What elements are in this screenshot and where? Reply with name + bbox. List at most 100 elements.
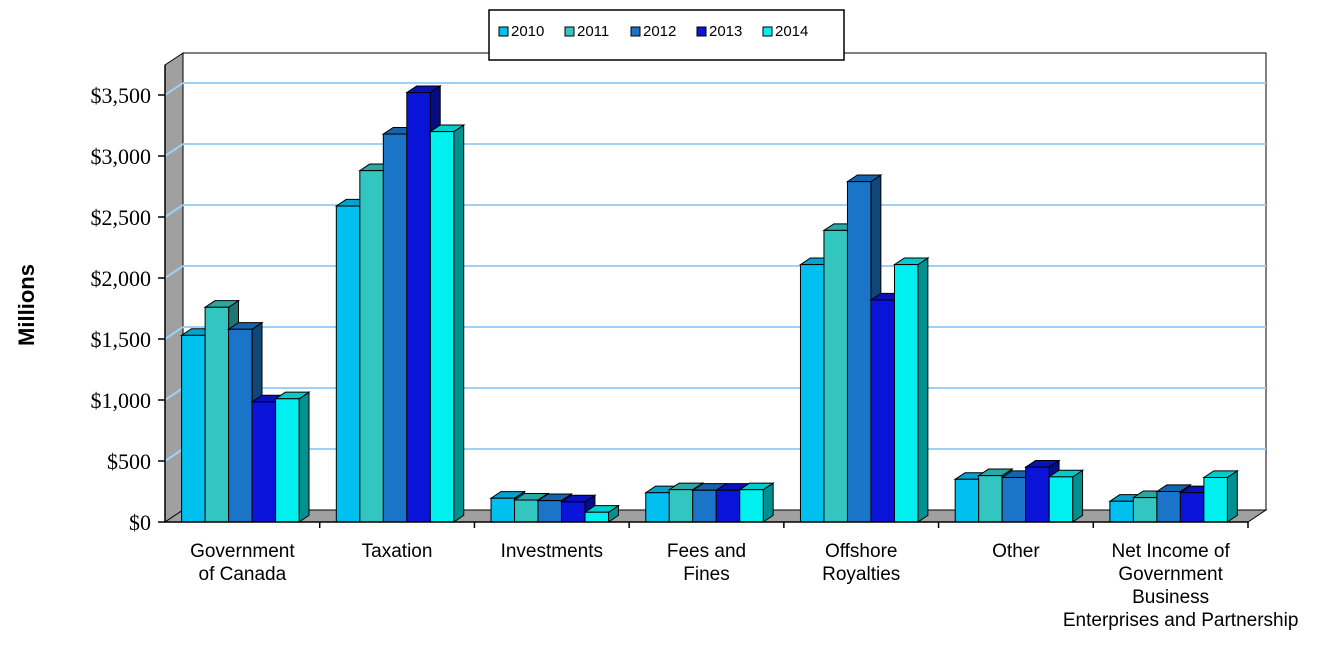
x-category-label-line: Royalties [822,564,900,585]
x-category-label-line: Offshore [825,541,898,562]
bar-front [954,478,980,523]
bar-2014-0 [273,391,311,523]
legend-swatch [630,26,641,37]
x-category-label: Offshore Royalties [822,541,900,585]
y-axis-title: Millions [14,264,39,346]
x-category-label-line: Other [992,541,1040,562]
bar-front [978,475,1003,523]
bar-front [823,229,848,523]
bar-front [204,306,230,523]
legend-label: 2011 [577,23,609,40]
bar-front [584,511,610,523]
legend-swatch [564,26,575,37]
legend-box [488,9,845,61]
legend-swatch [498,26,509,37]
bar-front [335,205,361,523]
x-category-label-line: Government [190,541,295,562]
gridline-side [164,82,184,96]
bar-front [870,299,895,523]
legend-label: 2010 [511,23,544,40]
bar-front [359,170,384,523]
y-tick-label: $2,500 [91,205,152,230]
bar-side [453,124,465,523]
bar-front [1048,476,1074,523]
bar-front [406,92,431,523]
legend-label: 2013 [709,23,742,40]
bar-2014-3 [738,482,775,523]
bar-front [739,489,764,523]
bar-front [490,497,516,523]
bar-2014-1 [428,124,466,523]
x-category-label-line: Investments [501,541,603,562]
bar-front [1109,500,1134,523]
bar-front [799,264,825,523]
bar-2014-5 [1047,469,1085,523]
legend-label: 2012 [643,23,676,40]
bar-front [228,328,253,523]
bar-front [1001,476,1027,523]
bar-front [1179,492,1205,523]
x-category-label-line: Fees and [667,541,746,562]
bar-front [429,131,455,523]
bar-front [1156,491,1181,523]
x-category-label-line: Fines [683,564,729,585]
legend-swatch [696,26,707,37]
x-category-label-line: Government [1118,564,1223,585]
bar-front [893,264,919,523]
gridline-side [164,204,184,218]
bar-front [692,489,717,523]
x-category-label: Other [992,541,1040,562]
y-tick-label: $3,000 [91,144,152,169]
gridline-side [164,387,184,401]
y-tick-label: $2,000 [91,266,152,291]
plot-walls [163,52,1268,523]
y-tick-label: $1,000 [91,388,152,413]
bar-front [645,492,670,523]
bar-front [537,500,563,523]
y-tick-label: $0 [129,510,151,535]
gridline-side [164,143,184,157]
bar-side [1072,469,1084,523]
bar-front [514,499,539,523]
bar-front [846,181,872,523]
x-category-label: Fees and Fines [667,541,746,585]
legend-label: 2014 [775,23,808,40]
y-tick-label: $500 [107,449,151,474]
bar-front [668,489,694,523]
bar-front [181,334,206,523]
gridline-side [164,448,184,462]
bar-2014-4 [892,257,930,523]
x-category-label-line: Net Income of [1112,541,1231,562]
bar-front [561,501,586,523]
bar-side [917,257,929,523]
bars [179,85,1239,523]
x-category-label-line: Business [1132,587,1209,608]
x-category-label-line: Enterprises and Partnership [1063,610,1299,631]
y-tick-label: $3,500 [91,83,152,108]
gridline-side [164,326,184,340]
bar-front [1203,476,1228,523]
bar-front [382,133,408,523]
bar-front [251,401,277,523]
bar-side [298,391,310,523]
bar-front [715,489,741,523]
gridlines [164,82,1266,462]
x-category-label-line: of Canada [199,564,287,585]
x-category-label: Net Income of Government Business Enterpris… [1063,541,1299,631]
y-tick-label: $1,500 [91,327,152,352]
bar-front [275,398,300,523]
legend-swatch [762,26,773,37]
legend: 2010 2011 2012 2013 2014 [488,9,845,61]
bar-2014-6 [1202,469,1239,523]
bar-side [1226,469,1238,523]
gridline-side [164,265,184,279]
y-axis: $0 $500 $1,000 $1,500 $2,000 $2,500 $3,000 $3,5… [91,65,166,535]
x-category-label-line: Taxation [362,541,433,562]
x-category-label: Taxation [362,541,433,562]
x-category-label: Government of Canada [190,541,295,585]
x-category-label: Investments [501,541,603,562]
bar-front [1132,497,1158,523]
bar-front [1025,466,1050,523]
